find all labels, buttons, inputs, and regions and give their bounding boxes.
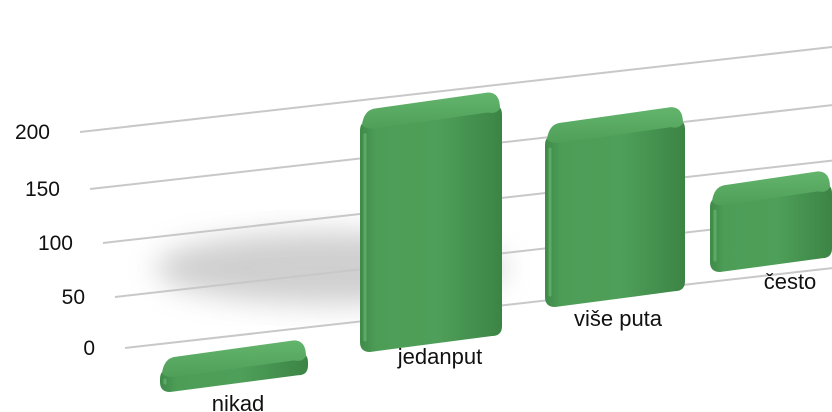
y-axis-ticks: 0 50 100 150 200	[15, 121, 95, 360]
category-label: jedanput	[397, 344, 482, 369]
category-label: više puta	[574, 306, 663, 331]
y-tick-label: 200	[15, 121, 50, 144]
y-tick-label: 0	[83, 337, 95, 360]
bar-front-face	[545, 119, 685, 308]
bar	[160, 340, 308, 392]
gridline	[79, 46, 832, 133]
bars	[160, 92, 832, 392]
y-tick-label: 150	[25, 178, 60, 201]
bar	[545, 107, 685, 308]
category-label: često	[764, 269, 817, 294]
category-label: nikad	[212, 391, 265, 412]
bar	[360, 92, 502, 352]
bar	[710, 171, 832, 272]
bar-front-face	[710, 183, 832, 272]
y-tick-label: 50	[62, 286, 85, 309]
category-labels: nikad jedanput više puta često	[212, 269, 817, 412]
bar-front-face	[360, 104, 502, 352]
y-tick-label: 100	[38, 232, 73, 255]
bar-top-face	[362, 92, 500, 129]
bar-top-face	[712, 171, 830, 206]
bar-top-face	[162, 340, 306, 378]
bar-top-face	[547, 107, 683, 143]
